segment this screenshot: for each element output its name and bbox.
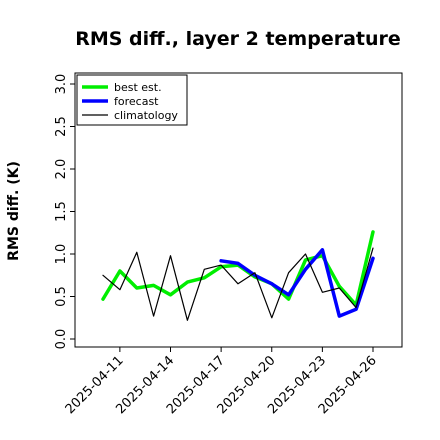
chart-title: RMS diff., layer 2 temperature bbox=[75, 28, 401, 50]
legend-label-climatology: climatology bbox=[114, 109, 178, 122]
legend-label-best-est: best est. bbox=[114, 81, 162, 94]
y-tick-label: 0.5 bbox=[54, 286, 69, 307]
legend: best est. forecast climatology bbox=[76, 74, 188, 126]
plot-frame bbox=[74, 72, 403, 348]
y-axis: 0.0 0.5 1.0 1.5 2.0 2.5 3.0 bbox=[54, 74, 75, 350]
y-tick-label: 0.0 bbox=[54, 329, 69, 350]
series-layer bbox=[101, 230, 375, 321]
y-tick-label: 3.0 bbox=[54, 74, 69, 95]
y-tick-label: 1.0 bbox=[54, 244, 69, 265]
y-axis-label: RMS diff. (K) bbox=[6, 161, 22, 261]
y-tick-label: 1.5 bbox=[54, 201, 69, 222]
y-tick-label: 2.0 bbox=[54, 159, 69, 180]
series-line-forecast bbox=[219, 248, 375, 318]
y-tick-label: 2.5 bbox=[54, 116, 69, 137]
legend-label-forecast: forecast bbox=[114, 95, 159, 108]
